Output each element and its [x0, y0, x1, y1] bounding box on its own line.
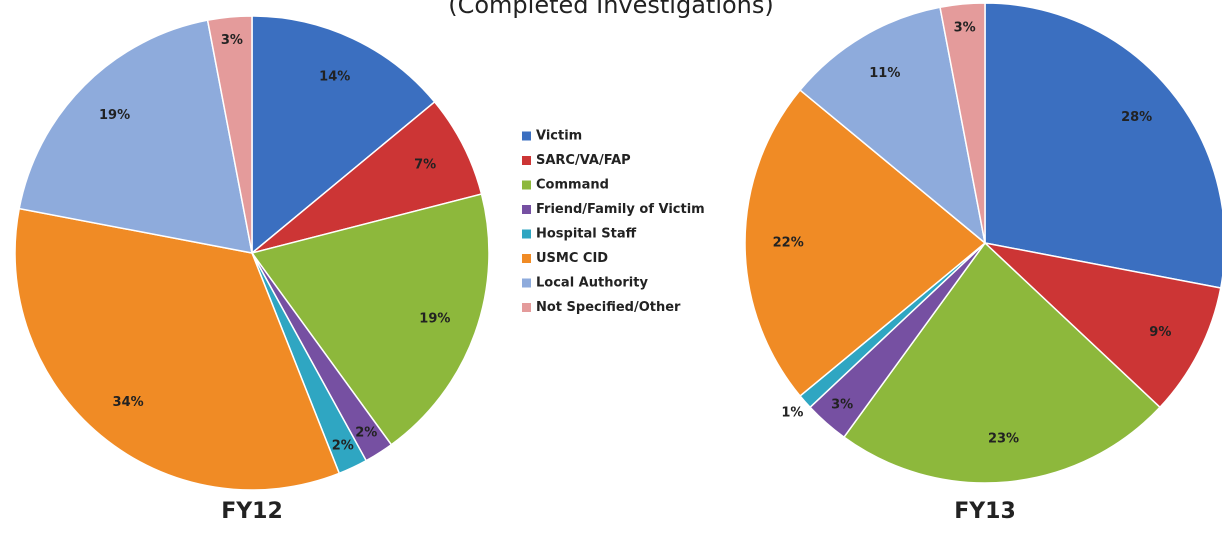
legend-swatch: [522, 180, 531, 190]
data-label: 1%: [781, 405, 803, 420]
pie-slice: [250, 193, 490, 446]
legend-label: Command: [536, 178, 609, 193]
data-label: 14%: [319, 70, 350, 85]
data-label: 3%: [954, 20, 976, 35]
data-label: 3%: [221, 33, 243, 48]
data-label: 28%: [1121, 110, 1152, 125]
pie-slice: [251, 15, 436, 255]
legend-label: SARC/VA/FAP: [536, 153, 631, 168]
data-label: 2%: [332, 438, 354, 453]
legend-label: USMC CID: [536, 251, 608, 266]
data-label: 23%: [988, 431, 1019, 446]
pie-title: FY13: [954, 499, 1016, 524]
pie-slice: [984, 2, 1222, 289]
pie-slice: [18, 19, 253, 254]
legend-label: Not Specified/Other: [536, 300, 681, 315]
pie-slice: [206, 15, 253, 254]
pie-slice: [982, 241, 1222, 409]
legend-swatch: [522, 229, 531, 239]
pie-slice: [799, 6, 987, 245]
legend-swatch: [522, 131, 531, 141]
data-label: 11%: [869, 66, 900, 81]
pie-slice: [14, 207, 341, 491]
pie-slice: [744, 88, 987, 398]
pie-title: FY12: [221, 499, 283, 524]
legend-label: Local Authority: [536, 276, 648, 291]
legend-label: Victim: [536, 129, 582, 144]
chart-title: (Completed Investigations): [448, 0, 774, 19]
data-label: 3%: [831, 398, 853, 413]
data-label: 19%: [419, 311, 450, 326]
legend-swatch: [522, 278, 531, 288]
data-label: 22%: [773, 236, 804, 251]
legend-label: Friend/Family of Victim: [536, 202, 705, 217]
legend-swatch: [522, 205, 531, 214]
data-label: 19%: [99, 108, 130, 123]
legend-label: Hospital Staff: [536, 227, 637, 242]
pie-slice: [842, 241, 1162, 484]
legend-swatch: [522, 254, 531, 263]
legend-swatch: [522, 303, 531, 312]
data-label: 34%: [113, 395, 144, 410]
pie-slice: [251, 100, 483, 254]
data-label: 9%: [1149, 325, 1171, 340]
legend-swatch: [522, 156, 531, 165]
data-label: 7%: [414, 157, 436, 172]
pie-slice: [939, 2, 986, 244]
data-label: 2%: [355, 426, 377, 441]
